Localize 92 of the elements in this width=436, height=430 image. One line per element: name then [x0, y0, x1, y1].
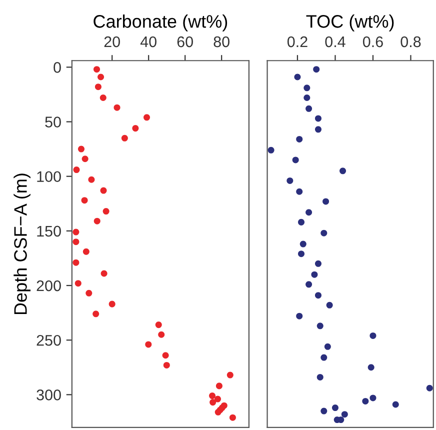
point: [306, 105, 312, 112]
point: [304, 84, 310, 92]
point: [314, 115, 322, 122]
point: [72, 228, 80, 236]
point: [298, 218, 305, 226]
point: [296, 188, 303, 195]
y-axis-title: Depth CSF−A (m): [14, 174, 30, 314]
y-tick-label: 0: [54, 62, 61, 73]
point: [162, 352, 169, 359]
point: [314, 126, 322, 133]
point: [81, 197, 88, 204]
point: [320, 408, 328, 414]
point: [296, 136, 303, 142]
point: [392, 401, 399, 408]
point: [268, 146, 274, 154]
point: [300, 240, 306, 248]
point: [82, 248, 90, 255]
point: [292, 156, 299, 164]
point: [88, 176, 95, 183]
point: [100, 94, 106, 102]
point: [340, 168, 346, 174]
x-tick-label: 80: [214, 36, 230, 48]
y-tick-label: 150: [37, 226, 61, 237]
point: [362, 398, 369, 404]
x-tick-label: 40: [140, 36, 156, 48]
point: [332, 404, 338, 412]
x-tick-label: 0.6: [362, 36, 383, 48]
point: [94, 84, 102, 90]
point: [370, 394, 376, 402]
point: [155, 322, 162, 328]
point: [145, 341, 152, 348]
point: [121, 134, 128, 142]
point: [100, 187, 107, 194]
point: [294, 74, 301, 80]
point: [314, 260, 322, 267]
point: [320, 230, 328, 236]
point: [132, 125, 139, 132]
point: [313, 66, 320, 73]
point: [324, 343, 331, 350]
point: [296, 312, 303, 320]
point: [144, 114, 150, 121]
point: [286, 177, 294, 184]
x-axis-title: Carbonate (wt%): [94, 14, 228, 32]
point: [72, 259, 80, 266]
point: [214, 396, 222, 402]
point: [86, 290, 92, 296]
point: [78, 146, 85, 152]
point: [100, 270, 108, 277]
point: [341, 411, 348, 418]
point: [108, 300, 116, 308]
point: [306, 209, 312, 216]
point: [92, 310, 100, 318]
point: [158, 331, 165, 338]
point: [94, 218, 100, 224]
point: [298, 250, 305, 258]
point: [314, 292, 322, 299]
point: [370, 332, 376, 339]
point: [209, 392, 216, 400]
y-tick-label: 100: [37, 171, 61, 182]
y-tick-label: 300: [36, 390, 61, 400]
point: [163, 362, 170, 368]
point: [426, 384, 433, 392]
point: [102, 208, 110, 215]
y-tick-label: 250: [36, 334, 61, 346]
point: [311, 271, 318, 278]
point: [94, 66, 100, 73]
point: [316, 374, 324, 380]
point: [82, 156, 88, 162]
point: [210, 399, 216, 406]
point: [72, 238, 80, 246]
x-tick-label: 60: [177, 36, 193, 48]
x-axis-title: TOC (wt%): [306, 14, 394, 32]
point: [316, 322, 324, 330]
point: [306, 281, 312, 288]
y-tick-label: 50: [45, 116, 61, 128]
point: [304, 94, 310, 102]
point: [326, 302, 333, 308]
point: [368, 364, 374, 371]
point: [226, 372, 234, 378]
x-tick-label: 0.2: [287, 36, 308, 48]
point: [98, 74, 104, 80]
point: [229, 414, 236, 421]
point: [74, 280, 82, 287]
point: [322, 198, 330, 205]
point: [73, 166, 80, 174]
x-tick-label: 20: [104, 36, 120, 48]
x-tick-label: 0.4: [325, 36, 346, 48]
point: [114, 104, 120, 111]
y-tick-label: 200: [36, 280, 61, 292]
x-tick-label: 0.8: [400, 36, 421, 48]
point: [320, 354, 328, 361]
point: [216, 382, 222, 390]
